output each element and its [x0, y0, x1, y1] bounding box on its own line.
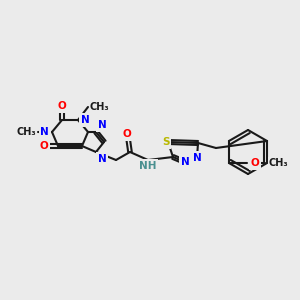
Text: O: O: [123, 129, 131, 139]
Text: CH₃: CH₃: [90, 102, 110, 112]
Text: N: N: [98, 120, 107, 130]
Text: O: O: [251, 158, 260, 168]
Text: NH: NH: [139, 161, 157, 171]
Text: O: O: [251, 158, 260, 168]
Text: CH₃: CH₃: [269, 158, 289, 168]
Text: O: O: [58, 102, 66, 112]
Text: N: N: [98, 120, 107, 130]
Text: N: N: [98, 120, 107, 130]
Text: N: N: [193, 153, 201, 163]
Text: N: N: [40, 127, 49, 137]
Text: CH₃: CH₃: [90, 102, 110, 112]
Text: N: N: [98, 154, 107, 164]
Text: O: O: [251, 158, 260, 168]
Text: S: S: [162, 137, 170, 147]
Text: O: O: [40, 141, 48, 151]
Text: S: S: [162, 137, 170, 147]
Text: O: O: [58, 101, 66, 111]
Text: N: N: [193, 153, 201, 163]
Text: O: O: [123, 129, 131, 139]
Text: N: N: [98, 154, 107, 164]
Text: N: N: [40, 127, 49, 137]
Text: N: N: [98, 154, 107, 164]
Text: O: O: [123, 129, 131, 139]
Text: NH: NH: [139, 161, 157, 171]
Text: N: N: [181, 157, 189, 167]
Text: CH₃: CH₃: [269, 158, 289, 168]
Text: N: N: [193, 153, 201, 163]
Text: N: N: [81, 115, 90, 125]
Text: CH₃: CH₃: [16, 127, 36, 137]
Text: N: N: [81, 115, 90, 125]
Text: N: N: [81, 115, 90, 125]
Text: N: N: [181, 157, 189, 167]
Text: CH₃: CH₃: [16, 127, 36, 137]
Text: N: N: [181, 157, 189, 167]
Text: S: S: [162, 137, 170, 147]
Text: O: O: [40, 141, 48, 151]
Text: O: O: [58, 101, 66, 111]
Text: O: O: [40, 141, 48, 151]
Text: NH: NH: [139, 161, 157, 171]
Text: N: N: [40, 127, 49, 137]
